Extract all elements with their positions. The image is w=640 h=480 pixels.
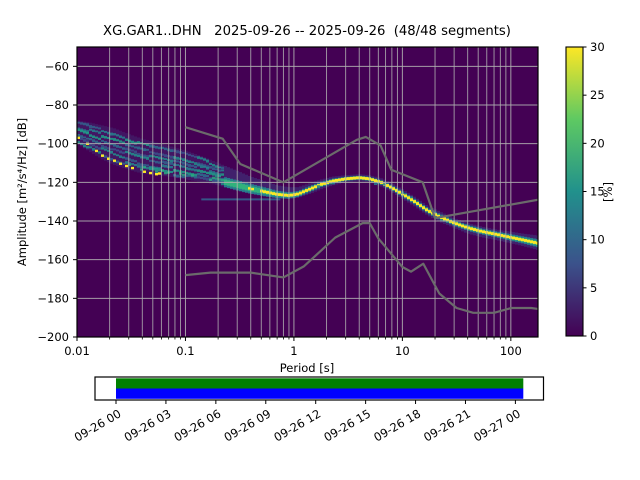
- y-axis-ticks: −60 −80 −100 −120 −140 −160 −180 −200: [37, 59, 77, 344]
- colorbar: [566, 47, 583, 336]
- timeline-tick-label: 09-26 18: [371, 406, 423, 444]
- y-tick-label: −200: [37, 330, 69, 344]
- y-tick-label: −160: [37, 253, 69, 267]
- x-tick-label: 0.1: [176, 344, 194, 358]
- x-tick-label: 10: [395, 344, 410, 358]
- x-tick-label: 1: [290, 344, 297, 358]
- plot-frame: [76, 46, 539, 338]
- colorbar-tick-label: 25: [590, 88, 605, 102]
- timeline-tick-label: 09-26 00: [72, 406, 124, 444]
- y-tick-label: −80: [45, 98, 69, 112]
- x-axis-label: Period [s]: [280, 361, 334, 375]
- y-tick-label: −180: [37, 291, 69, 305]
- gridlines: [77, 47, 538, 337]
- colorbar-tick-label: 5: [590, 281, 597, 295]
- colorbar-tick-label: 30: [590, 40, 605, 54]
- colorbar-tick-label: 10: [590, 233, 605, 247]
- colorbar-label: [%]: [601, 182, 615, 202]
- timeline-tick-label: 09-26 06: [172, 406, 224, 444]
- nlnm-line: [185, 222, 538, 314]
- timeline-tick-label: 09-26 21: [421, 406, 473, 444]
- noise-model-lines: [185, 126, 538, 314]
- colorbar-tick-label: 0: [590, 329, 597, 343]
- x-tick-label: 0.01: [64, 344, 90, 358]
- y-axis-label: Amplitude [m²/s⁴/Hz] [dB]: [15, 118, 29, 266]
- colorbar-ticks: 0 5 10 15 20 25 30: [583, 40, 605, 343]
- timeline-tick-label: 09-26 09: [221, 406, 273, 444]
- y-tick-label: −60: [45, 59, 69, 73]
- x-tick-label: 100: [500, 344, 522, 358]
- y-tick-label: −140: [37, 214, 69, 228]
- y-tick-label: −120: [37, 175, 69, 189]
- timeline-tick-label: 09-26 15: [321, 406, 373, 444]
- y-tick-label: −100: [37, 137, 69, 151]
- timeline-coverage-blue: [116, 388, 524, 399]
- timeline-tick-label: 09-26 03: [122, 406, 174, 444]
- timeline-tick-label: 09-26 12: [271, 406, 323, 444]
- timeline-tick-label: 09-27 00: [471, 406, 523, 444]
- nhnm-line: [185, 126, 538, 220]
- x-axis-ticks: 0.01 0.1 1 10 100: [64, 337, 522, 358]
- timeline-coverage-green: [116, 378, 524, 389]
- colorbar-tick-label: 15: [590, 185, 605, 199]
- plot-title: XG.GAR1..DHN 2025-09-26 -- 2025-09-26 (4…: [103, 24, 511, 39]
- colorbar-tick-label: 20: [590, 136, 605, 150]
